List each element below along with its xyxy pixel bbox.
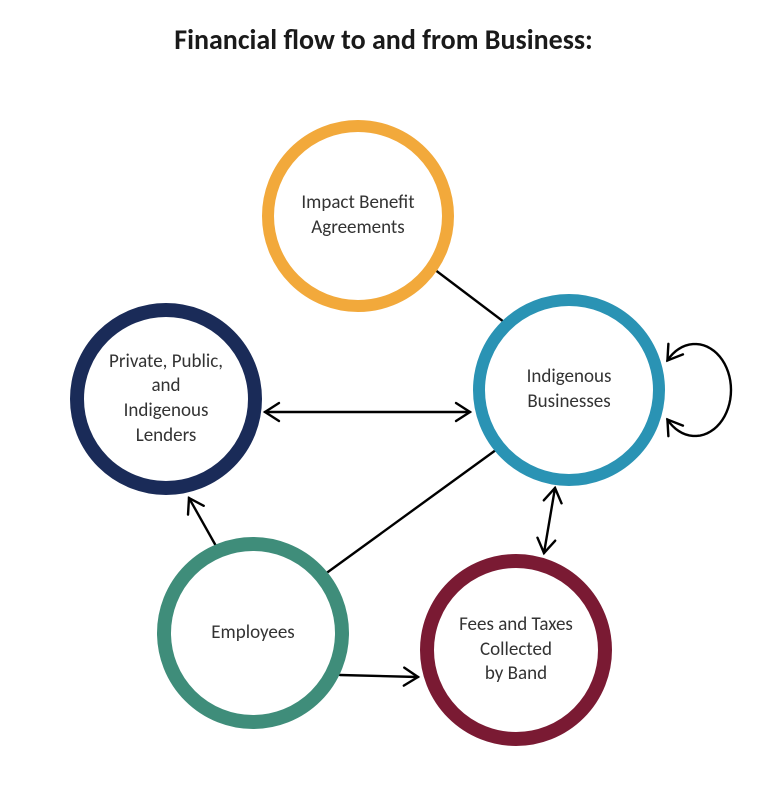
node-label-fees: Fees and TaxesCollectedby Band [449,613,583,687]
node-indigenous: IndigenousBusinesses [473,294,665,486]
node-label-impact: Impact BenefitAgreements [291,191,424,240]
node-employees: Employees [157,537,349,729]
diagram-title: Financial flow to and from Business: [0,22,767,57]
node-fees: Fees and TaxesCollectedby Band [420,554,612,746]
node-lenders: Private, Public,andIndigenousLenders [70,303,262,495]
node-label-indigenous: IndigenousBusinesses [517,365,622,414]
node-label-lenders: Private, Public,andIndigenousLenders [99,350,233,449]
node-impact: Impact BenefitAgreements [262,120,454,312]
node-label-employees: Employees [201,621,304,646]
diagram-canvas: Financial flow to and from Business: Imp… [0,0,767,801]
